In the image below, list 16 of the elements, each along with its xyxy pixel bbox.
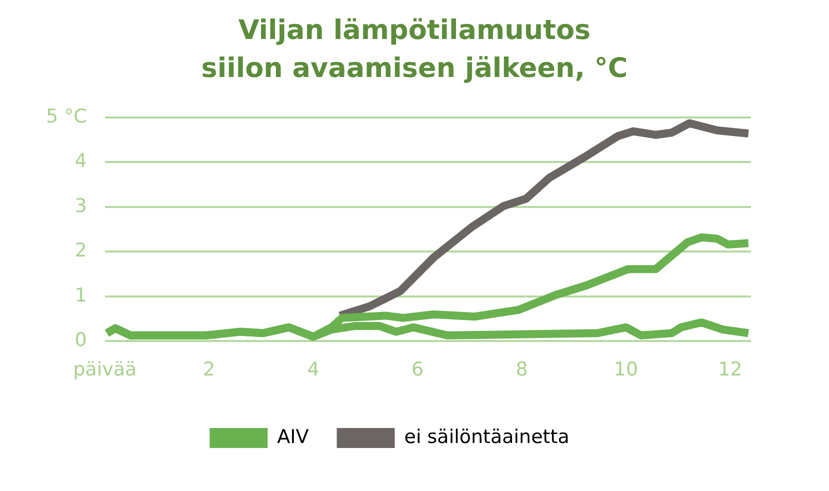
y-tick-label: 0 xyxy=(74,329,87,352)
y-tick-label: 5 °C xyxy=(46,105,87,128)
y-tick-label: 4 xyxy=(74,150,87,172)
legend-label: AIV xyxy=(277,426,309,448)
y-tick-label: 3 xyxy=(74,194,87,217)
x-tick-label: päivää xyxy=(73,358,137,381)
chart-title: Viljan lämpötilamuutos siilon avaamisen jälkeen, °C xyxy=(200,14,629,86)
y-tick-label: 2 xyxy=(74,240,87,262)
legend-label: ei säilöntäainetta xyxy=(404,426,570,448)
x-tick-label: 2 xyxy=(203,358,216,381)
x-tick-label: 4 xyxy=(307,358,320,381)
x-tick-label: 6 xyxy=(411,358,424,381)
x-tick-label: 12 xyxy=(718,358,742,381)
x-tick-label: 8 xyxy=(516,358,528,381)
y-tick-label: 1 xyxy=(74,284,87,306)
x-tick-label: 10 xyxy=(614,358,638,381)
